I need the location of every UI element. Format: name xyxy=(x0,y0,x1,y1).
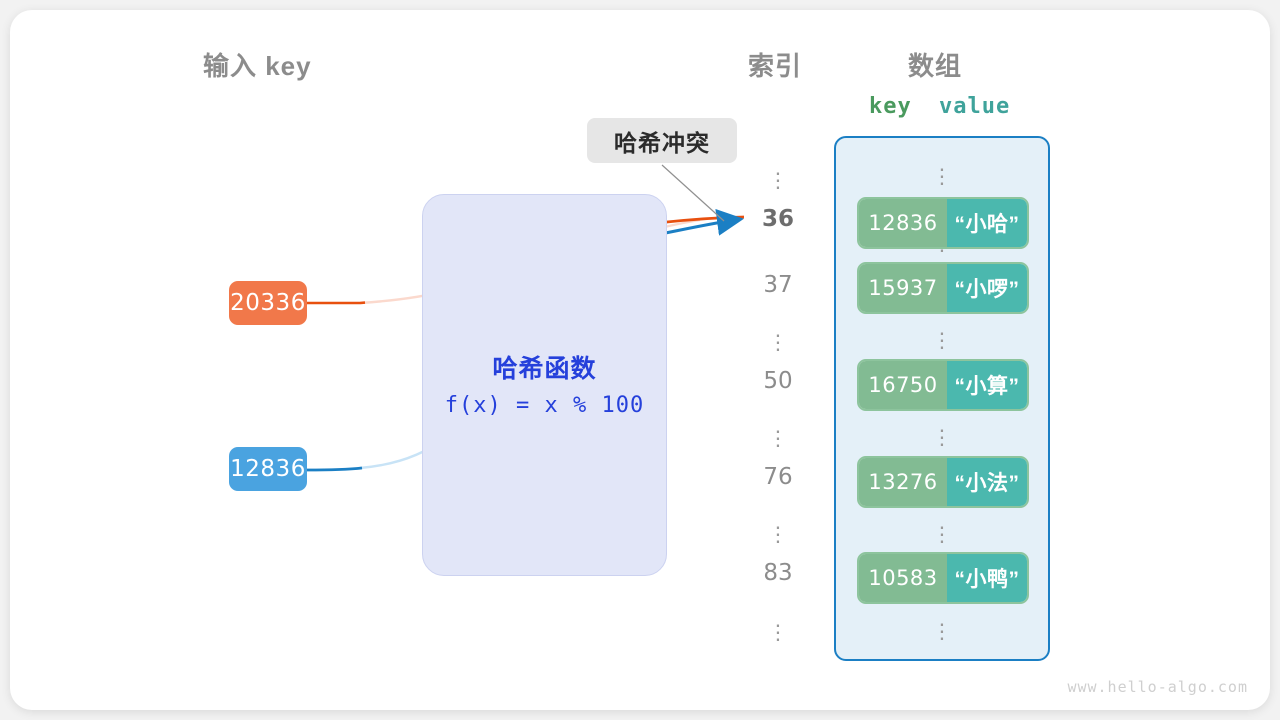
watermark: www.hello-algo.com xyxy=(1067,678,1248,696)
hash-function-box: 哈希函数 f(x) = x % 100 xyxy=(422,194,667,576)
heading-input-key: 输入 key xyxy=(203,51,312,81)
index-ellipsis: ... xyxy=(774,606,782,646)
index-label-83: 83 xyxy=(763,560,793,586)
array-bucket[interactable]: 16750 “小算” xyxy=(857,359,1029,411)
bucket-key: 13276 xyxy=(859,458,947,506)
index-label-76: 76 xyxy=(763,464,793,490)
bucket-key: 12836 xyxy=(859,199,947,247)
bucket-value: “小鸭” xyxy=(947,554,1027,602)
array-bucket[interactable]: 15937 “小啰” xyxy=(857,262,1029,314)
bucket-value: “小哈” xyxy=(947,199,1027,247)
collision-leader-line xyxy=(661,164,725,222)
array-ellipsis: ... xyxy=(938,314,946,354)
input-key-chip-12836[interactable]: 12836 xyxy=(229,447,307,491)
bucket-key: 10583 xyxy=(859,554,947,602)
array-ellipsis: ... xyxy=(938,508,946,548)
hash-function-formula: f(x) = x % 100 xyxy=(444,393,645,418)
array-bucket[interactable]: 13276 “小法” xyxy=(857,456,1029,508)
array-container: ..................12836“小哈”15937“小啰”1675… xyxy=(834,136,1050,661)
index-ellipsis: ... xyxy=(774,412,782,452)
array-ellipsis: ... xyxy=(938,411,946,451)
index-ellipsis: ... xyxy=(774,508,782,548)
bucket-value: “小算” xyxy=(947,361,1027,409)
index-label-36: 36 xyxy=(761,206,794,232)
bucket-value: “小啰” xyxy=(947,264,1027,312)
index-ellipsis: ... xyxy=(774,154,782,194)
array-ellipsis: ... xyxy=(938,150,946,190)
heading-array: 数组 xyxy=(908,51,963,81)
hash-collision-callout: 哈希冲突 xyxy=(587,118,737,163)
wire-12836 xyxy=(306,466,363,472)
input-key-chip-20336[interactable]: 20336 xyxy=(229,281,307,325)
bucket-key: 15937 xyxy=(859,264,947,312)
array-bucket[interactable]: 12836 “小哈” xyxy=(857,197,1029,249)
index-label-50: 50 xyxy=(763,368,793,394)
array-bucket[interactable]: 10583 “小鸭” xyxy=(857,552,1029,604)
index-label-37: 37 xyxy=(763,272,793,298)
array-ellipsis: ... xyxy=(938,605,946,645)
index-ellipsis: ... xyxy=(774,316,782,356)
heading-index: 索引 xyxy=(748,51,803,81)
bucket-value: “小法” xyxy=(947,458,1027,506)
hash-function-title: 哈希函数 xyxy=(492,355,597,383)
column-header-key: key xyxy=(869,94,912,119)
column-header-value: value xyxy=(939,94,1011,119)
bucket-key: 16750 xyxy=(859,361,947,409)
